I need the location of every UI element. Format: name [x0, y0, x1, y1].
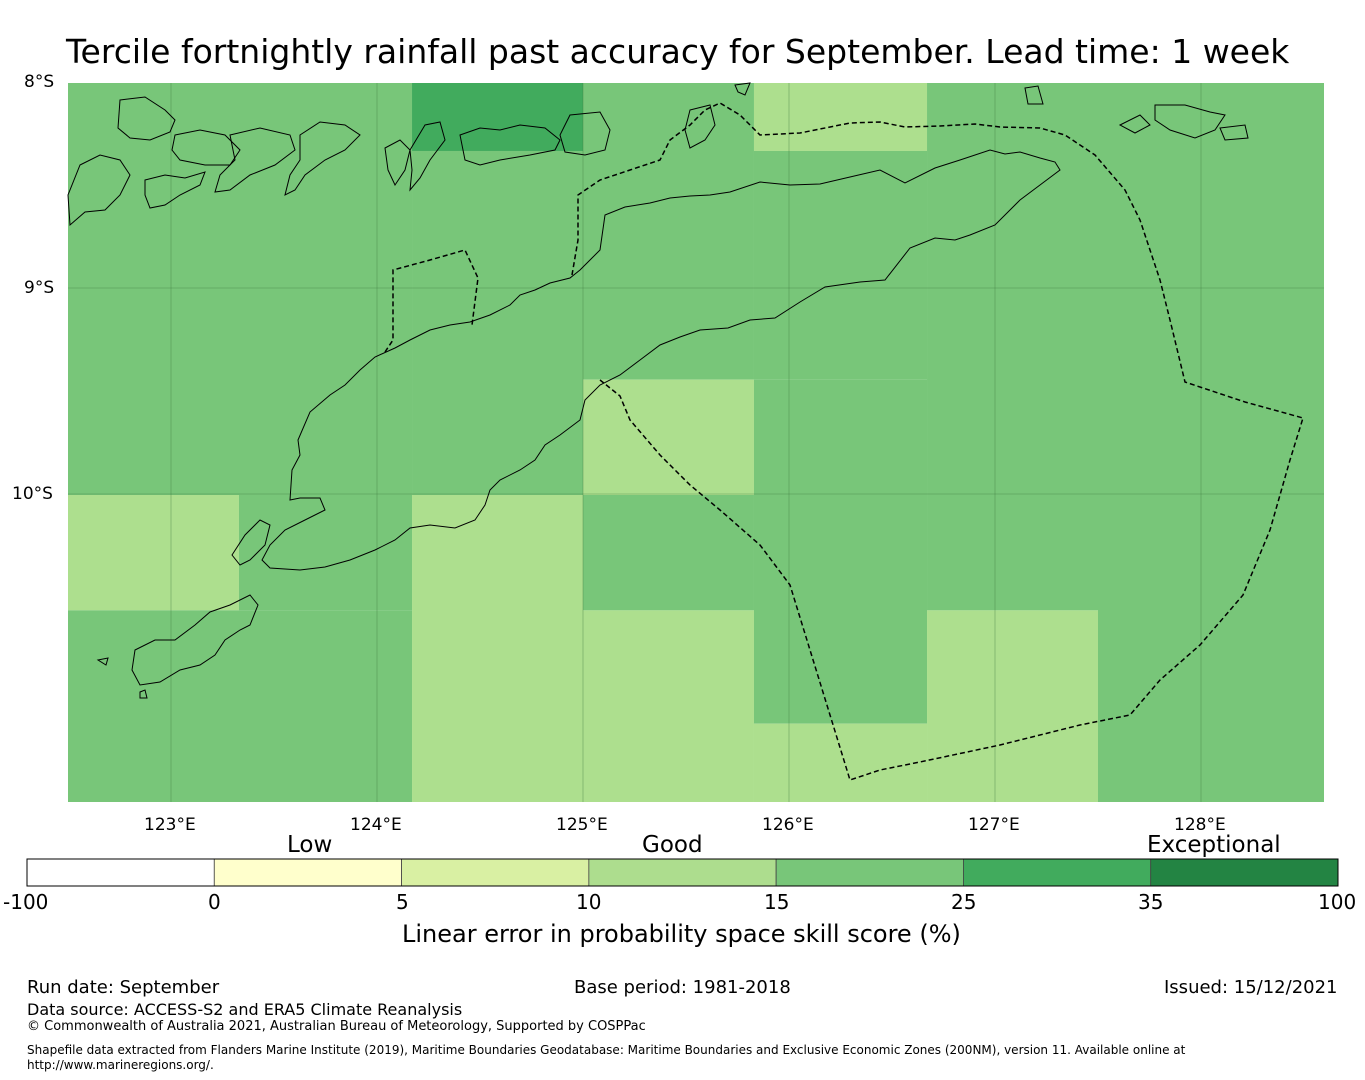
lon-label-124e: 124°E — [350, 815, 402, 835]
grid-cell — [412, 83, 583, 151]
grid-cell — [68, 495, 239, 611]
skill-grid — [68, 83, 1324, 802]
grid-cell — [1098, 495, 1324, 802]
grid-cell — [583, 495, 754, 611]
grid-cell — [583, 610, 754, 802]
category-good: Good — [642, 832, 703, 858]
grid-cell — [753, 150, 928, 380]
cb-tick-5: 5 — [396, 890, 409, 914]
grid-cell — [68, 610, 413, 802]
lon-label-127e: 127°E — [968, 815, 1020, 835]
colorbar-segment — [26, 858, 215, 887]
colorbar-frame — [26, 858, 1339, 887]
cb-tick-35: 35 — [1138, 890, 1164, 914]
maritime-boundaries — [384, 102, 1304, 781]
category-low: Low — [287, 832, 333, 858]
colorbar-segment — [588, 858, 777, 887]
cb-tick-100: 100 — [1318, 890, 1357, 914]
map-title: Tercile fortnightly rainfall past accura… — [66, 32, 1290, 71]
cb-tick-15: 15 — [764, 890, 790, 914]
grid-cell — [753, 379, 928, 495]
shapefile-credit: Shapefile data extracted from Flanders M… — [27, 1043, 1186, 1057]
lat-label-9s: 9°S — [24, 278, 55, 298]
grid-cell — [412, 495, 583, 802]
grid-cell — [412, 150, 583, 496]
grid-cell — [753, 723, 928, 802]
lat-label-10s: 10°S — [12, 484, 53, 504]
colorbar-segment — [213, 858, 402, 887]
graticule — [68, 83, 1324, 802]
grid-cell — [583, 379, 754, 495]
cb-tick-0: 0 — [208, 890, 221, 914]
lon-label-128e: 128°E — [1174, 815, 1226, 835]
issued-date: Issued: 15/12/2021 — [1164, 977, 1338, 998]
cb-tick-neg100: -100 — [3, 890, 49, 914]
lon-label-125e: 125°E — [556, 815, 608, 835]
lat-label-8s: 8°S — [24, 72, 55, 92]
eez-boundary-oecusse — [384, 249, 479, 353]
category-exceptional: Exceptional — [1147, 832, 1281, 858]
grid-cell — [68, 83, 413, 495]
colorbar-segment — [963, 858, 1152, 887]
shapefile-url: http://www.marineregions.org/. — [27, 1058, 214, 1072]
cb-tick-25: 25 — [951, 890, 977, 914]
copyright: © Commonwealth of Australia 2021, Austra… — [27, 1019, 646, 1034]
cb-tick-10: 10 — [576, 890, 602, 914]
timor-coastline — [261, 149, 1061, 571]
grid-cell — [927, 610, 1098, 802]
base-period: Base period: 1981-2018 — [574, 977, 791, 998]
lon-label-123e: 123°E — [144, 815, 196, 835]
grid-cell — [583, 83, 754, 380]
grid-cell — [927, 83, 1324, 495]
grid-cell — [238, 495, 413, 611]
grid-cell — [753, 83, 928, 151]
colorbar — [26, 858, 1339, 887]
eez-boundary-north — [571, 102, 1304, 781]
colorbar-title: Linear error in probability space skill … — [402, 920, 961, 948]
coastlines — [67, 82, 1249, 699]
data-source: Data source: ACCESS-S2 and ERA5 Climate … — [27, 1000, 463, 1019]
run-date: Run date: September — [27, 977, 220, 998]
lon-label-126e: 126°E — [762, 815, 814, 835]
colorbar-segment — [401, 858, 590, 887]
grid-cell — [753, 495, 928, 724]
grid-cell — [927, 495, 1098, 611]
colorbar-segment — [1150, 858, 1339, 887]
colorbar-segment — [775, 858, 964, 887]
